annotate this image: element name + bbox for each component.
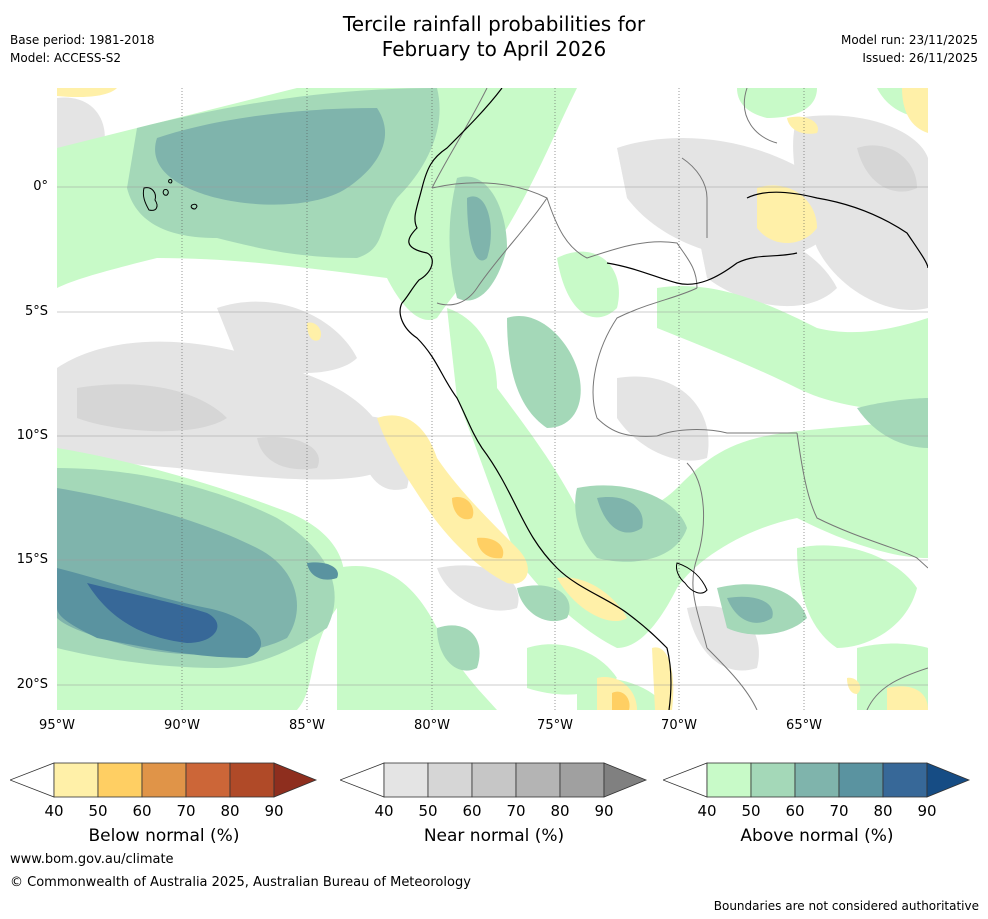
boundary-disclaimer: Boundaries are not considered authoritat… [713,899,979,913]
lat-label-0: 0° [33,179,48,194]
legend-tick: 70 [506,802,526,820]
lat-label-10s: 10°S [16,428,48,443]
country-boundaries [431,88,928,710]
lat-label-5s: 5°S [24,304,48,319]
probability-map [57,88,928,710]
lon-label-70w: 70°W [661,718,697,733]
legend-tick: 90 [264,802,284,820]
legend-tick: 50 [741,802,761,820]
lon-label-80w: 80°W [414,718,450,733]
legend-below-title: Below normal (%) [88,826,240,846]
above-normal-80 [87,583,218,643]
header-left-info: Base period: 1981-2018 Model: ACCESS-S2 [10,31,155,67]
below-normal-regions [57,88,928,710]
legend-near-title: Near normal (%) [423,826,565,846]
galapagos-islands [142,178,198,211]
legend-tick: 50 [88,802,108,820]
legend-tick: 70 [829,802,849,820]
coastline [399,88,928,710]
legend-near-normal: 40 50 60 70 80 90 [338,762,648,826]
legend-below-colorbar [8,762,318,798]
legend-below-normal: 40 50 60 70 80 90 [8,762,318,826]
legend-above-normal: 40 50 60 70 80 90 [661,762,971,826]
legend-tick: 90 [917,802,937,820]
near-normal-60 [77,145,917,470]
lon-label-95w: 95°W [39,718,75,733]
legend-tick: 50 [418,802,438,820]
lon-label-85w: 85°W [289,718,325,733]
issued-date: Issued: 26/11/2025 [862,51,978,65]
legend-tick: 80 [220,802,240,820]
legend-tick: 40 [44,802,64,820]
legend-tick: 70 [176,802,196,820]
legend-tick: 60 [785,802,805,820]
map-title: Tercile rainfall probabilities for Febru… [0,12,988,62]
legend-tick: 80 [873,802,893,820]
model-run: Model run: 23/11/2025 [840,33,978,47]
base-period: Base period: 1981-2018 [10,33,155,47]
header-right-info: Model run: 23/11/2025 Issued: 26/11/2025 [841,31,978,67]
lon-label-75w: 75°W [537,718,573,733]
legend-above-title: Above normal (%) [740,826,894,846]
latitude-lines [57,186,928,686]
legend-tick: 60 [132,802,152,820]
legend-tick: 60 [462,802,482,820]
title-line-1: Tercile rainfall probabilities for [342,12,646,36]
website-link[interactable]: www.bom.gov.au/climate [10,852,174,867]
legend-tick: 90 [594,802,614,820]
legend-above-colorbar [661,762,971,798]
legend-tick: 40 [697,802,717,820]
lat-label-20s: 20°S [16,677,48,692]
near-normal-regions [57,97,928,710]
lon-label-65w: 65°W [786,718,822,733]
copyright-notice: © Commonwealth of Australia 2025, Austra… [10,875,471,890]
model-name: Model: ACCESS-S2 [10,51,122,65]
legend-tick: 40 [374,802,394,820]
map-canvas [57,88,928,710]
lake-titicaca [676,562,708,594]
lat-label-15s: 15°S [16,552,48,567]
title-line-2: February to April 2026 [381,37,607,61]
lon-label-90w: 90°W [164,718,200,733]
legend-near-colorbar [338,762,648,798]
legend-tick: 80 [550,802,570,820]
